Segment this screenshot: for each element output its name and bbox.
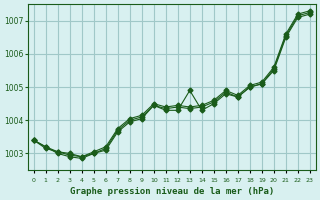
X-axis label: Graphe pression niveau de la mer (hPa): Graphe pression niveau de la mer (hPa) [70, 187, 274, 196]
